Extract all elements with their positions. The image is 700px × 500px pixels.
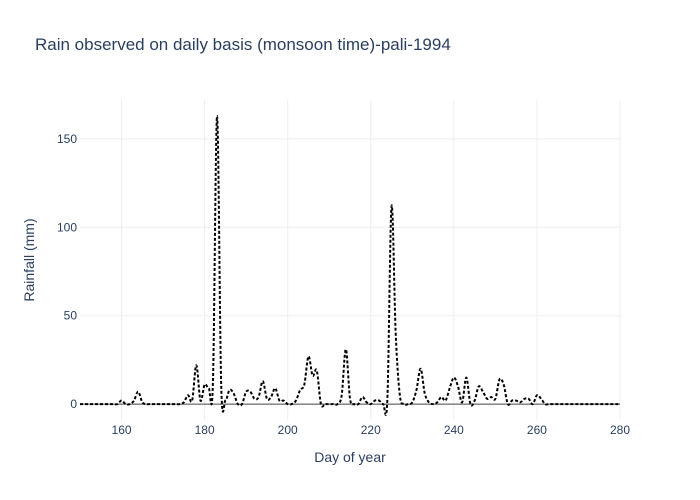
y-tick-label: 150 (57, 132, 77, 146)
x-tick-label: 180 (195, 423, 215, 437)
x-axis-title: Day of year (314, 449, 386, 465)
x-tick-label: 200 (278, 423, 298, 437)
x-tick-label: 280 (610, 423, 630, 437)
x-tick-label: 220 (361, 423, 381, 437)
x-tick-label: 260 (527, 423, 547, 437)
x-tick-label: 160 (112, 423, 132, 437)
rainfall-series-line (79, 114, 620, 416)
chart-title: Rain observed on daily basis (monsoon ti… (35, 35, 451, 54)
x-tick-label: 240 (444, 423, 464, 437)
y-axis-title: Rainfall (mm) (21, 218, 37, 301)
grid (80, 100, 621, 420)
x-axis: 160 180 200 220 240 260 280 (112, 423, 631, 437)
y-axis: 0 50 100 150 (57, 132, 77, 411)
series-layer (79, 114, 620, 416)
y-tick-label: 50 (64, 309, 78, 323)
y-tick-label: 100 (57, 220, 77, 234)
y-tick-label: 0 (70, 397, 77, 411)
